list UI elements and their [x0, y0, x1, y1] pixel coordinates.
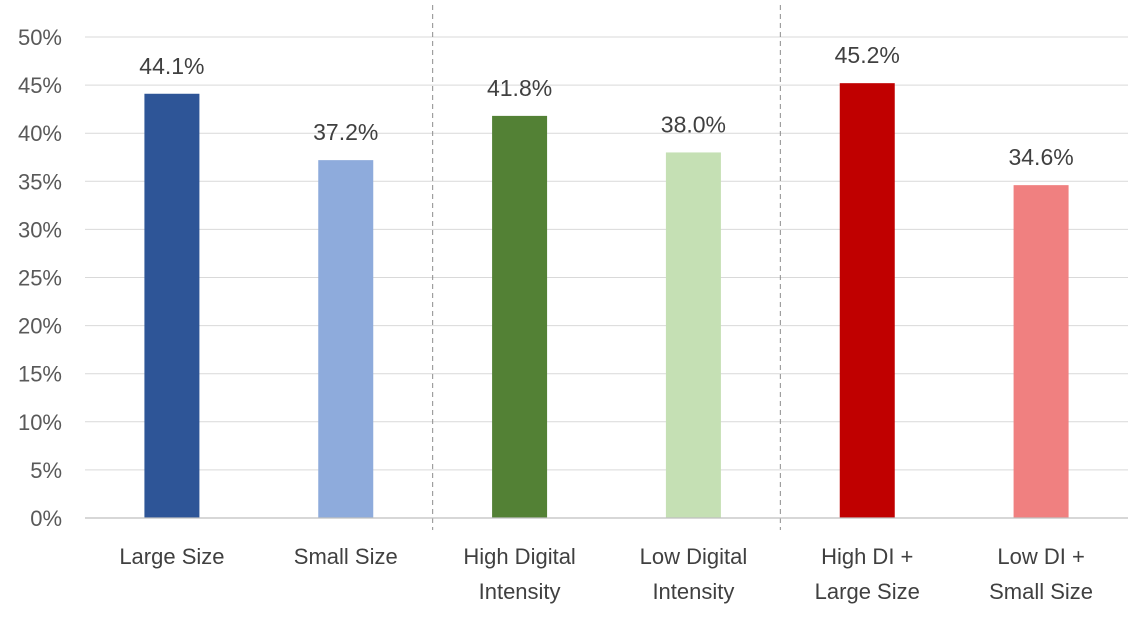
category-labels: Large Size Small Size High Digital Intensit…	[119, 544, 1093, 604]
category-label: Large Size	[119, 544, 224, 569]
y-tick-label: 20%	[18, 314, 62, 339]
category-label: Small Size	[989, 579, 1093, 604]
data-labels: 44.1% 37.2% 41.8% 38.0% 45.2% 34.6%	[139, 42, 1073, 170]
category-label: High DI +	[821, 544, 913, 569]
category-label: Large Size	[815, 579, 920, 604]
bar	[839, 83, 895, 519]
y-tick-label: 15%	[18, 362, 62, 387]
data-label: 38.0%	[661, 111, 726, 137]
y-tick-label: 10%	[18, 410, 62, 435]
data-label: 41.8%	[487, 75, 552, 101]
category-label: Small Size	[294, 544, 398, 569]
y-tick-label: 0%	[30, 506, 62, 531]
gridlines	[85, 36, 1128, 471]
category-label: High Digital	[463, 544, 576, 569]
category-label: Intensity	[479, 579, 561, 604]
data-label: 34.6%	[1008, 144, 1073, 170]
y-tick-label: 5%	[30, 458, 62, 483]
data-label: 44.1%	[139, 53, 204, 79]
y-tick-label: 40%	[18, 121, 62, 146]
category-label: Low DI +	[997, 544, 1084, 569]
y-tick-label: 30%	[18, 217, 62, 242]
y-tick-label: 50%	[18, 25, 62, 50]
y-tick-label: 45%	[18, 73, 62, 98]
bars	[144, 83, 1069, 519]
bar	[492, 115, 548, 518]
bar	[318, 160, 374, 519]
bar	[665, 152, 721, 518]
bar	[144, 93, 200, 519]
bar	[1013, 185, 1069, 518]
category-label: Intensity	[652, 579, 734, 604]
y-axis-ticks: 0% 5% 10% 15% 20% 25% 30% 35% 40% 45% 50%	[18, 25, 62, 531]
data-label: 37.2%	[313, 119, 378, 145]
group-dividers	[432, 5, 781, 530]
y-tick-label: 35%	[18, 169, 62, 194]
category-label: Low Digital	[640, 544, 748, 569]
y-tick-label: 25%	[18, 266, 62, 291]
data-label: 45.2%	[835, 42, 900, 68]
